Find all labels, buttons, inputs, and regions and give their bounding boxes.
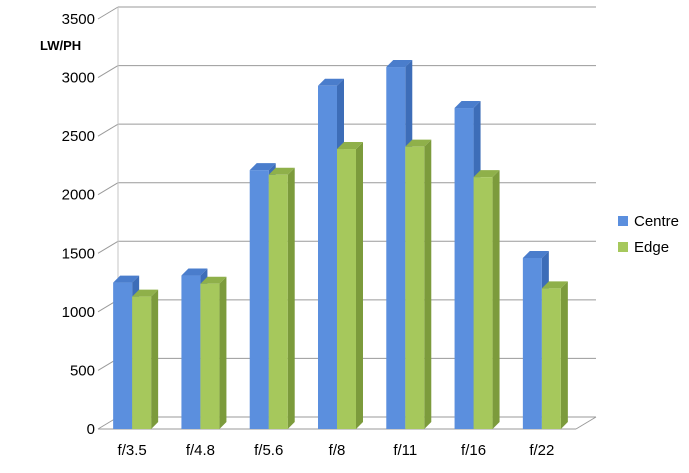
bar-front <box>473 177 493 429</box>
bar-side <box>424 139 432 429</box>
bar-side <box>356 142 363 429</box>
bar-top <box>522 250 549 258</box>
bar-front <box>541 288 561 429</box>
legend-label-centre: Centre <box>634 213 679 230</box>
bar-edge-f/8 <box>337 142 363 429</box>
bar-front <box>454 108 474 430</box>
bar-top <box>473 170 500 178</box>
legend-swatch-edge <box>618 242 628 252</box>
gridline-depth <box>97 6 119 20</box>
bar-edge-f/11 <box>405 139 432 429</box>
bar-side <box>287 167 295 430</box>
bars <box>113 60 568 430</box>
gridline-depth <box>97 123 119 137</box>
bar-top <box>337 142 363 150</box>
x-tick-label: f/11 <box>393 442 417 459</box>
bar-front <box>522 257 542 429</box>
bar-side <box>560 281 568 429</box>
bar-side <box>219 276 227 429</box>
bar-front <box>181 275 201 429</box>
y-tick-label: 500 <box>70 362 95 379</box>
bar-edge-f/22 <box>541 281 568 429</box>
y-tick-label: 3000 <box>62 70 95 87</box>
bar-front <box>132 296 152 429</box>
bar-top <box>541 281 568 289</box>
x-tick-label: f/4.8 <box>186 442 215 459</box>
y-axis-ticks: 0 500 1000 1500 2000 2500 3000 3500 <box>62 11 95 438</box>
bar-top <box>113 275 140 283</box>
y-tick-label: 0 <box>87 421 95 438</box>
bar-top <box>454 101 481 109</box>
legend: Centre Edge <box>618 213 679 256</box>
x-tick-label: f/16 <box>461 442 486 459</box>
bar-front <box>200 283 220 429</box>
bar-top <box>318 78 344 86</box>
gridline-depth <box>97 182 119 196</box>
x-tick-label: f/5.6 <box>254 442 283 459</box>
x-tick-label: f/22 <box>529 442 554 459</box>
y-tick-label: 1500 <box>62 245 95 262</box>
bar-front <box>337 149 356 429</box>
y-tick-label: 3500 <box>62 11 95 28</box>
bar-side <box>151 289 159 429</box>
x-tick-label: f/8 <box>329 442 346 459</box>
floor-right-edge <box>575 416 597 430</box>
x-tick-label: f/3.5 <box>118 442 147 459</box>
bar-top <box>268 167 295 175</box>
bar-front <box>249 170 269 429</box>
bar-top <box>132 289 159 297</box>
gridline-depth <box>97 65 119 79</box>
gridline-depth <box>97 240 119 254</box>
bar-side <box>492 170 500 429</box>
bar-edge-f/16 <box>473 170 500 429</box>
bar-top <box>181 268 208 276</box>
bar-front <box>318 85 337 430</box>
bar-top <box>249 163 276 171</box>
y-axis-title: LW/PH <box>40 38 81 53</box>
bar-edge-f/4.8 <box>200 276 227 429</box>
bar-top <box>405 139 432 147</box>
legend-label-edge: Edge <box>634 239 669 256</box>
bar-front <box>268 174 288 429</box>
bar-edge-f/5.6 <box>268 167 295 430</box>
y-tick-label: 1000 <box>62 304 95 321</box>
bar-edge-f/3.5 <box>132 289 159 429</box>
bar-front <box>405 146 425 429</box>
legend-swatch-centre <box>618 216 628 226</box>
y-tick-label: 2500 <box>62 128 95 145</box>
bar-front <box>113 282 133 429</box>
bar-top <box>386 60 413 68</box>
y-tick-label: 2000 <box>62 187 95 204</box>
bar-front <box>386 67 406 430</box>
x-axis-ticks: f/3.5 f/4.8 f/5.6 f/8 f/11 f/16 f/22 <box>118 442 555 459</box>
bar-top <box>200 276 227 284</box>
